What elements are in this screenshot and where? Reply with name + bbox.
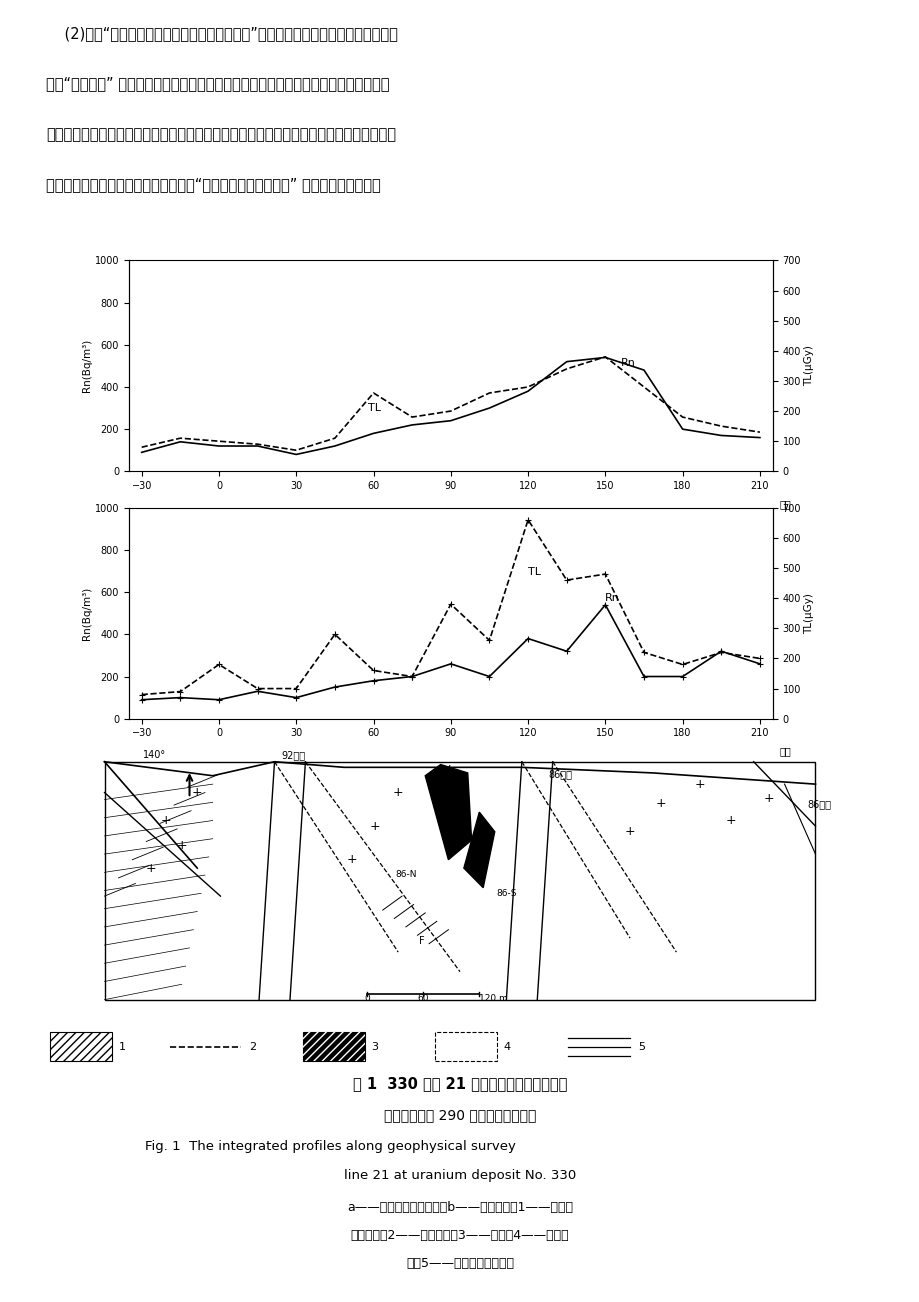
Y-axis label: Rn(Bq/m³): Rn(Bq/m³) (82, 587, 92, 639)
Text: a: a (447, 518, 454, 531)
Text: +: + (192, 786, 202, 799)
Text: 及其编号；2——含矿裂隙；3——矿体；4——推测构: 及其编号；2——含矿裂隙；3——矿体；4——推测构 (350, 1229, 569, 1242)
Text: +: + (346, 853, 357, 866)
Text: 5: 5 (638, 1042, 644, 1052)
Text: TL: TL (368, 404, 381, 413)
Text: 测点: 测点 (778, 746, 790, 756)
Text: +: + (624, 825, 635, 838)
Text: 86南帽: 86南帽 (807, 798, 831, 809)
Text: +: + (763, 792, 774, 805)
Bar (105, 762, 814, 1000)
Text: 86-N: 86-N (395, 870, 416, 879)
Bar (51, 1032, 112, 1061)
Text: 测点: 测点 (778, 499, 790, 509)
Text: （地质剖面据 290 研究所资料修改）: （地质剖面据 290 研究所资料修改） (383, 1108, 536, 1122)
Text: 铀矿床和江西省相山火山岩型铀矿床的“攻深找盲，扩大老矿区” 中，适于推广应用。: 铀矿床和江西省相山火山岩型铀矿床的“攻深找盲，扩大老矿区” 中，适于推广应用。 (46, 177, 380, 193)
Text: +: + (369, 820, 380, 832)
Text: line 21 at uranium deposit No. 330: line 21 at uranium deposit No. 330 (344, 1169, 575, 1181)
Text: (2)通过“下庄铀矿田物化探找矿方法应用研究”项目的完成，初步建立了一套下庄铀: (2)通过“下庄铀矿田物化探找矿方法应用研究”项目的完成，初步建立了一套下庄铀 (46, 26, 397, 42)
Text: +: + (145, 862, 156, 875)
Text: 3: 3 (371, 1042, 378, 1052)
Text: a——三点滤波后的结果；b——原始资料；1——构造带: a——三点滤波后的结果；b——原始资料；1——构造带 (346, 1200, 573, 1213)
Text: F: F (418, 936, 424, 945)
Y-axis label: Rn(Bq/m³): Rn(Bq/m³) (82, 340, 92, 392)
Text: Rn: Rn (620, 358, 635, 368)
Text: 92北帽: 92北帽 (281, 750, 306, 760)
Text: +: + (392, 786, 403, 799)
Text: 2: 2 (249, 1042, 255, 1052)
Text: 两种方法。经实践证明，该组合比较有效，目前已将该成果应用于广东省南雄盆地花岗岩型: 两种方法。经实践证明，该组合比较有效，目前已将该成果应用于广东省南雄盆地花岗岩型 (46, 128, 395, 142)
Text: +: + (176, 840, 187, 853)
Text: 图 1  330 矿区 21 号测线物探测量综合剖面: 图 1 330 矿区 21 号测线物探测量综合剖面 (352, 1075, 567, 1091)
Text: +: + (655, 797, 665, 810)
Text: +: + (694, 777, 704, 790)
Bar (435, 1032, 497, 1061)
Text: 1: 1 (119, 1042, 126, 1052)
Text: 矿田“攻深找盲” 的物化探找矿模式，其中主要的方法是氡气测量和土壤天然热释光测量: 矿田“攻深找盲” 的物化探找矿模式，其中主要的方法是氡气测量和土壤天然热释光测量 (46, 77, 389, 91)
Text: b: b (447, 766, 454, 779)
Text: 86-S: 86-S (495, 889, 516, 898)
Polygon shape (425, 764, 471, 859)
Y-axis label: TL(μGy): TL(μGy) (803, 592, 813, 634)
Text: +: + (724, 814, 735, 827)
Text: 140°: 140° (143, 750, 166, 760)
Text: 120 m: 120 m (478, 993, 506, 1003)
Y-axis label: TL(μGy): TL(μGy) (803, 345, 813, 387)
Text: 4: 4 (504, 1042, 510, 1052)
Polygon shape (463, 812, 494, 888)
Text: Rn: Rn (605, 592, 619, 603)
Text: 86北帽: 86北帽 (548, 769, 572, 780)
Text: +: + (161, 814, 172, 827)
Bar (302, 1032, 365, 1061)
Text: 造；5——中粒云母花岗岩。: 造；5——中粒云母花岗岩。 (405, 1258, 514, 1271)
Text: 60: 60 (416, 993, 428, 1003)
Text: TL: TL (528, 568, 540, 577)
Bar (302, 1032, 365, 1061)
Text: 0: 0 (364, 993, 369, 1003)
Text: Fig. 1  The integrated profiles along geophysical survey: Fig. 1 The integrated profiles along geo… (145, 1141, 516, 1154)
